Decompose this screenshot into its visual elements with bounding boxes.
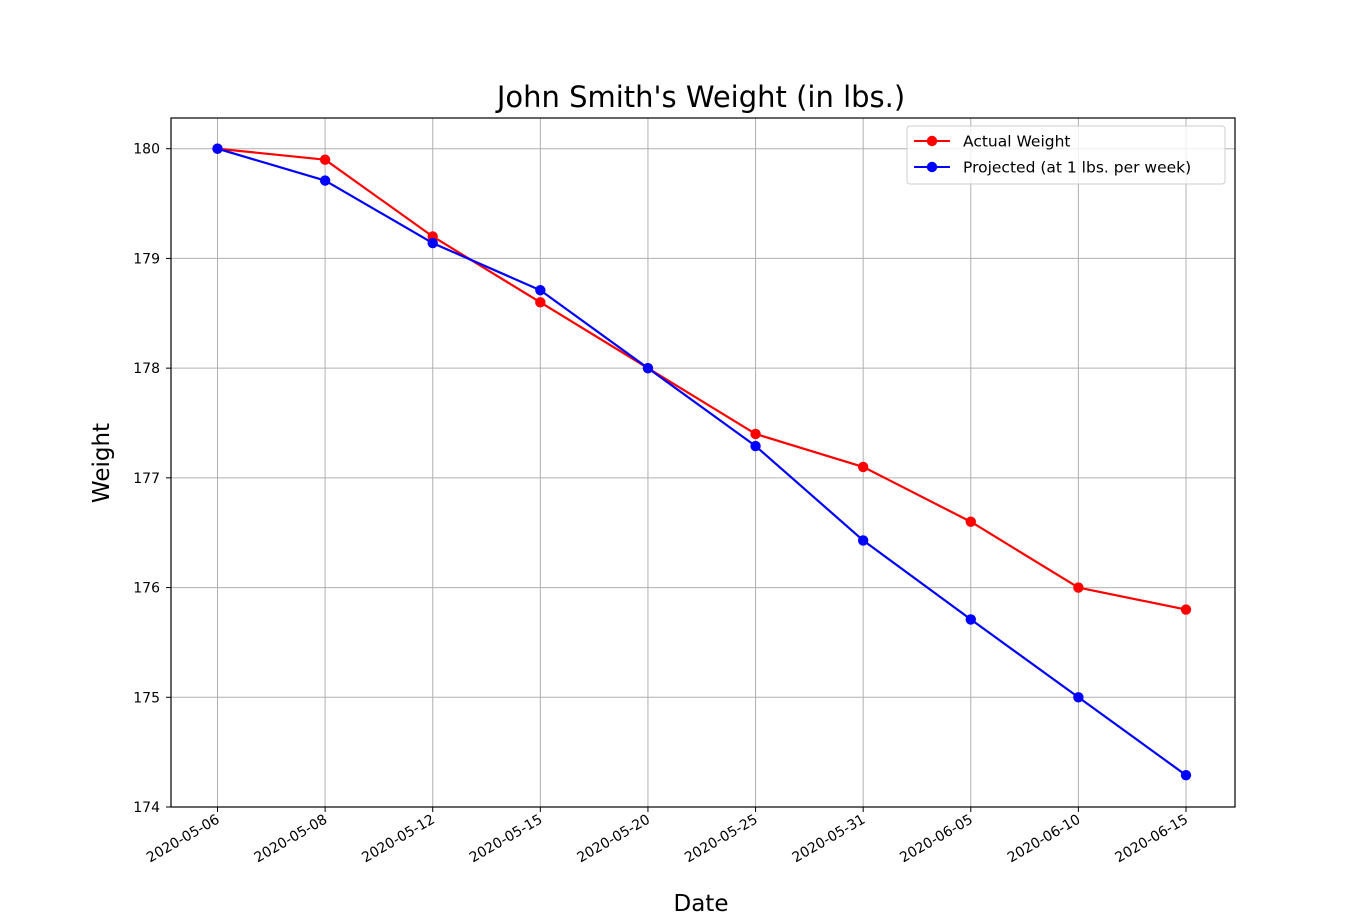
y-axis-label: Weight — [89, 423, 115, 503]
data-point-projected-at-1-lbs-per-week — [427, 237, 438, 249]
data-point-projected-at-1-lbs-per-week — [535, 285, 546, 296]
y-tick-label: 177 — [133, 471, 160, 487]
y-tick-label: 175 — [133, 690, 160, 706]
legend-label-projected: Projected (at 1 lbs. per week) — [963, 159, 1191, 177]
y-tick-label: 179 — [133, 251, 160, 267]
y-tick-label: 178 — [133, 361, 160, 377]
series-line-projected-at-1-lbs-per-week — [217, 147, 1187, 777]
data-point-projected-at-1-lbs-per-week — [965, 614, 976, 625]
x-axis-label: Date — [674, 891, 729, 917]
legend-item-projected: Projected (at 1 lbs. per week) — [914, 159, 1191, 177]
data-point-actual-weight — [857, 461, 869, 473]
series-layer — [212, 143, 1192, 781]
data-point-projected-at-1-lbs-per-week — [1180, 769, 1192, 781]
series-line-actual-weight — [217, 147, 1187, 611]
data-point-actual-weight — [535, 297, 546, 308]
data-point-projected-at-1-lbs-per-week — [642, 362, 654, 374]
legend-label-actual-weight: Actual Weight — [963, 133, 1071, 151]
legend-marker-projected — [926, 161, 938, 173]
y-tick-label: 176 — [133, 581, 160, 597]
plot-area-frame — [170, 117, 1236, 808]
data-point-actual-weight — [1180, 604, 1192, 615]
data-point-actual-weight — [1073, 582, 1084, 593]
data-point-projected-at-1-lbs-per-week — [1073, 692, 1084, 703]
y-tick-label: 180 — [133, 142, 160, 158]
y-tick-label: 174 — [133, 800, 160, 816]
data-point-actual-weight — [965, 516, 976, 527]
legend-item-actual-weight: Actual Weight — [914, 133, 1071, 151]
data-point-actual-weight — [319, 154, 331, 165]
data-point-projected-at-1-lbs-per-week — [857, 535, 869, 546]
data-point-projected-at-1-lbs-per-week — [319, 175, 331, 186]
legend-box — [906, 125, 1226, 185]
data-point-projected-at-1-lbs-per-week — [212, 143, 223, 154]
legend: Actual Weight Projected (at 1 lbs. per w… — [906, 125, 1226, 185]
chart-title: John Smith's Weight (in lbs.) — [495, 80, 905, 114]
data-point-actual-weight — [750, 428, 761, 440]
data-point-projected-at-1-lbs-per-week — [750, 440, 761, 452]
legend-marker-actual-weight — [926, 135, 938, 147]
